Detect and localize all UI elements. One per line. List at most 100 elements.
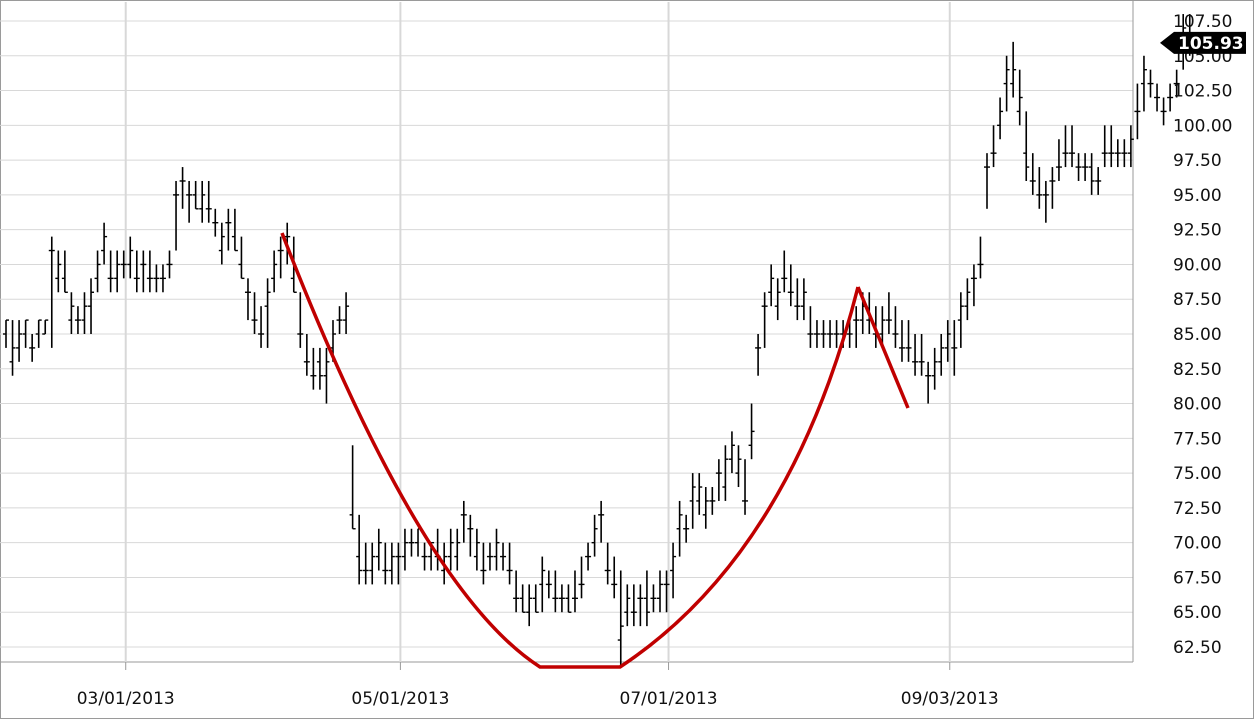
- ohlc-bar: [977, 236, 984, 279]
- last-price-tag: 105.93: [1160, 31, 1246, 54]
- ohlc-bar: [336, 306, 343, 334]
- last-price-label: 105.93: [1178, 34, 1244, 54]
- ohlc-bar: [101, 222, 108, 265]
- ohlc-bar: [774, 278, 781, 321]
- ohlc-bar: [571, 570, 578, 613]
- ohlc-bar: [892, 306, 899, 348]
- handle-line: [856, 286, 910, 409]
- ohlc-bar: [310, 347, 317, 390]
- ohlc-bar: [650, 584, 657, 613]
- ohlc-bar: [820, 320, 827, 348]
- y-tick-label: 75.00: [1173, 464, 1222, 484]
- ohlc-bar: [1154, 83, 1161, 112]
- ohlc-bar: [761, 292, 768, 348]
- ohlc-bar: [186, 180, 193, 223]
- y-tick-label: 87.50: [1173, 290, 1222, 310]
- ohlc-bar: [585, 542, 592, 571]
- ohlc-bar: [1173, 69, 1180, 98]
- y-tick-label: 92.50: [1173, 221, 1222, 241]
- ohlc-bar: [1069, 125, 1076, 168]
- ohlc-bar: [1062, 125, 1069, 168]
- ohlc-bar: [931, 347, 938, 390]
- ohlc-bar: [493, 528, 500, 571]
- y-tick-label: 100.00: [1173, 116, 1232, 136]
- ohlc-bar: [1160, 97, 1167, 126]
- ohlc-bar: [1082, 153, 1089, 181]
- ohlc-bar: [663, 570, 670, 613]
- ohlc-bar: [42, 319, 49, 335]
- ohlc-bar: [1167, 83, 1174, 112]
- ohlc-bar: [401, 528, 408, 571]
- ohlc-bar: [657, 570, 663, 613]
- y-tick-label: 80.00: [1173, 395, 1222, 415]
- ohlc-bar: [159, 264, 166, 293]
- ohlc-bar: [218, 222, 225, 265]
- ohlc-bar: [225, 208, 232, 251]
- ohlc-bar: [1127, 125, 1134, 168]
- ohlc-bar: [388, 542, 395, 585]
- ohlc-bar: [349, 445, 356, 530]
- ohlc-bar: [1121, 139, 1128, 168]
- ohlc-bar: [1010, 41, 1017, 98]
- ohlc-bar: [473, 528, 480, 571]
- ohlc-bar: [114, 250, 121, 293]
- ohlc-bar: [624, 584, 631, 627]
- ohlc-bar: [454, 528, 461, 571]
- ohlc-bar: [382, 542, 389, 585]
- ohlc-bar: [68, 292, 75, 334]
- ohlc-bar: [3, 319, 9, 348]
- x-tick-label: 05/01/2013: [351, 689, 449, 709]
- ohlc-bar: [369, 542, 376, 585]
- ohlc-bar: [408, 528, 415, 557]
- ohlc-bar: [709, 487, 716, 515]
- ohlc-bar: [938, 334, 945, 376]
- y-axis: 62.50 65.00 67.50 70.00 72.50 75.00 77.50 80.00…: [1173, 12, 1232, 658]
- ohlc-bar: [689, 473, 696, 529]
- ohlc-bar: [356, 514, 363, 585]
- ohlc-bar: [898, 320, 905, 362]
- ohlc-bar: [467, 514, 474, 557]
- ohlc-bar: [1029, 153, 1036, 195]
- ohlc-bar: [964, 278, 971, 321]
- ohlc-bar: [35, 319, 42, 348]
- ohlc-bar: [199, 180, 206, 223]
- ohlc-bar: [343, 292, 350, 334]
- ohlc-bar: [88, 278, 95, 334]
- ohlc-bar: [768, 264, 775, 307]
- ohlc-bar: [578, 556, 585, 599]
- ohlc-bar: [1147, 69, 1154, 98]
- y-tick-label: 82.50: [1173, 360, 1222, 380]
- ohlc-bar: [277, 236, 284, 279]
- ohlc-bar: [676, 500, 683, 557]
- ohlc-bar: [925, 361, 932, 404]
- ohlc-bar: [146, 250, 153, 293]
- ohlc-bar: [630, 584, 637, 627]
- ohlc-bar: [807, 306, 814, 348]
- ohlc-bar: [912, 334, 919, 376]
- ohlc-bar: [1108, 125, 1115, 168]
- ohlc-bar: [827, 320, 834, 348]
- ohlc-bar: [552, 570, 559, 613]
- ohlc-bar: [258, 306, 265, 348]
- ohlc-bar: [787, 264, 794, 307]
- y-tick-label: 107.50: [1173, 12, 1232, 32]
- ohlc-bar: [500, 542, 507, 571]
- ohlc-bar: [460, 500, 467, 543]
- ohlc-bar: [29, 334, 36, 362]
- ohlc-bar: [1055, 139, 1062, 181]
- ohlc-bar: [545, 570, 552, 599]
- ohlc-bar: [120, 250, 127, 279]
- ohlc-bar: [617, 570, 624, 668]
- ohlc-bar: [728, 431, 735, 474]
- ohlc-bar: [212, 208, 219, 237]
- ohlc-bar: [303, 334, 310, 376]
- ohlc-bar: [755, 334, 762, 376]
- y-tick-label: 85.00: [1173, 325, 1222, 345]
- ohlc-bar: [944, 320, 951, 362]
- ohlc-bar: [970, 264, 977, 307]
- y-tick-label: 62.50: [1173, 638, 1222, 658]
- ohlc-bar: [696, 473, 703, 515]
- ohlc-bar: [591, 514, 598, 557]
- ohlc-bar: [813, 320, 820, 348]
